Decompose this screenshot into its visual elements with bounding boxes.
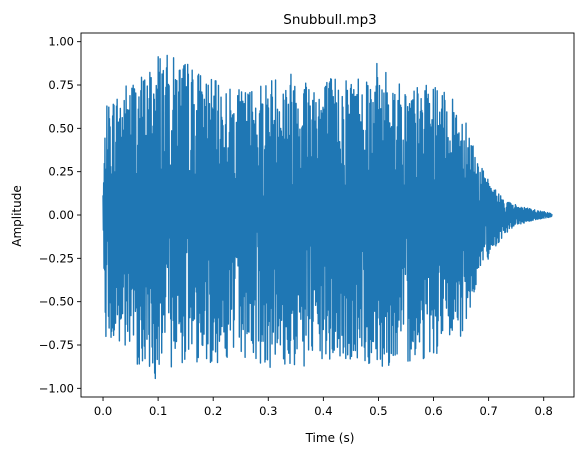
x-tick-label: 0.6 xyxy=(424,404,442,418)
y-tick-label: 0.50 xyxy=(48,121,74,135)
x-tick-label: 0.3 xyxy=(259,404,277,418)
waveform-series-0 xyxy=(102,54,553,380)
x-axis-label: Time (s) xyxy=(305,431,355,445)
y-tick-label: −0.25 xyxy=(39,251,74,265)
x-tick-label: 0.2 xyxy=(204,404,222,418)
x-tick-label: 0.4 xyxy=(314,404,332,418)
y-tick-label: −0.75 xyxy=(39,338,74,352)
y-tick-label: 1.00 xyxy=(48,35,74,49)
y-tick-label: −1.00 xyxy=(39,381,74,395)
y-tick-label: 0.75 xyxy=(48,78,74,92)
axes: 0.0 0.1 0.2 0.3 0.4 0.5 0.6 0.7 0.8 −1.00 −0.75 −0.… xyxy=(39,32,575,418)
plot-area xyxy=(102,54,553,380)
x-tick-label: 0.0 xyxy=(94,404,112,418)
y-tick-label: −0.50 xyxy=(39,295,74,309)
y-tick-label: 0.00 xyxy=(48,208,74,222)
y-axis-label: Amplitude xyxy=(10,185,24,247)
y-tick-label: 0.25 xyxy=(48,165,74,179)
x-tick-label: 0.1 xyxy=(149,404,167,418)
x-tick-label: 0.5 xyxy=(369,404,387,418)
x-tick-label: 0.7 xyxy=(479,404,497,418)
chart-title: Snubbull.mp3 xyxy=(283,12,376,28)
x-tick-label: 0.8 xyxy=(535,404,553,418)
